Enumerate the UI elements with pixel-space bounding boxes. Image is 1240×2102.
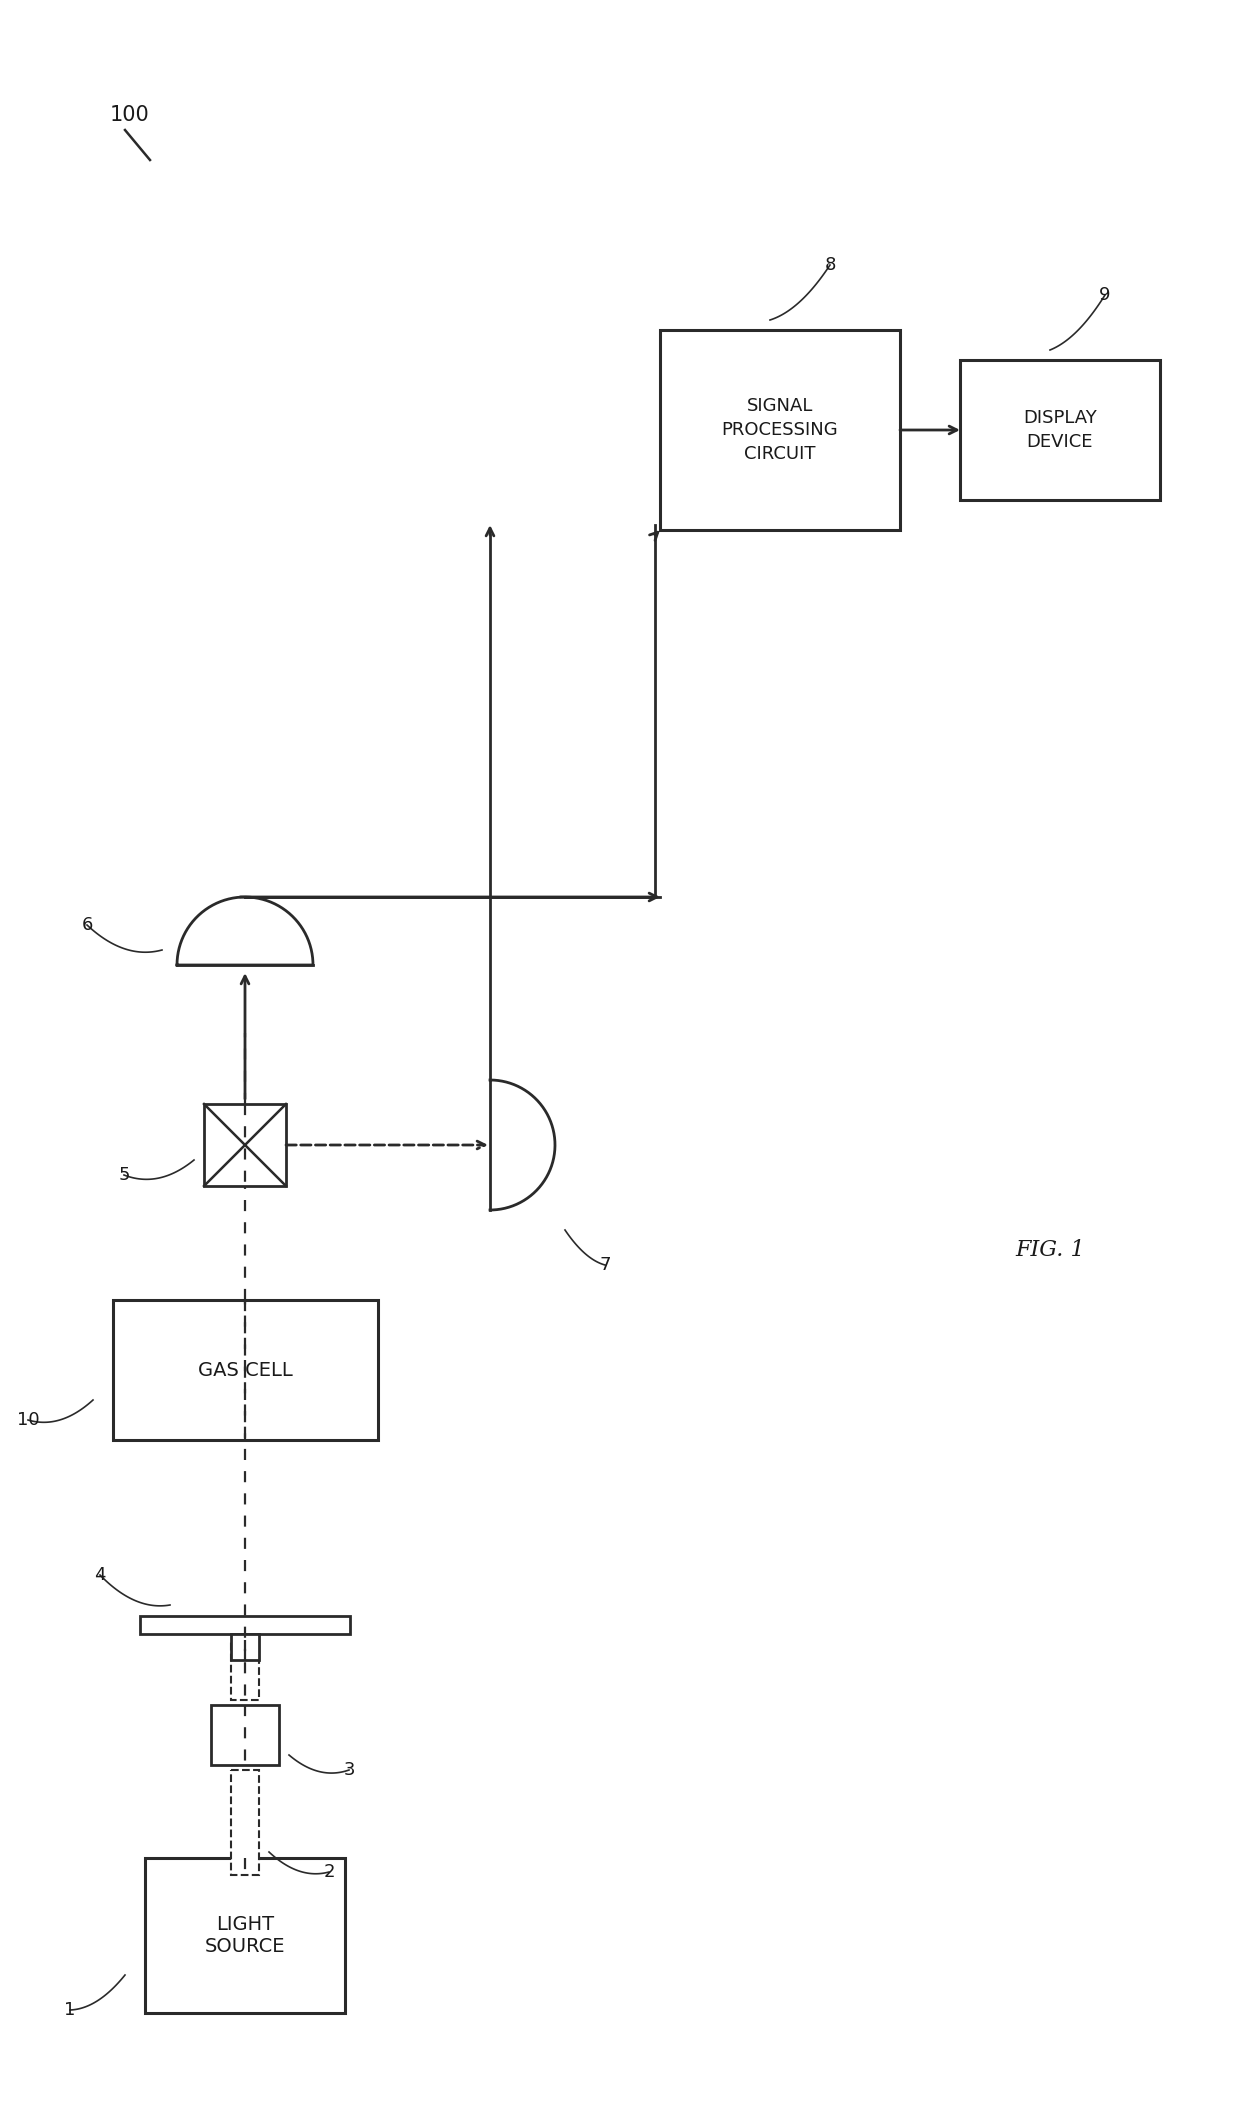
Bar <box>205 1104 286 1186</box>
Text: 9: 9 <box>1099 286 1111 305</box>
Bar <box>113 1299 377 1440</box>
Text: 6: 6 <box>82 916 93 933</box>
Bar <box>231 1640 259 1701</box>
Text: 8: 8 <box>825 256 836 273</box>
Bar <box>140 1616 350 1633</box>
Text: DISPLAY
DEVICE: DISPLAY DEVICE <box>1023 410 1097 450</box>
Text: 4: 4 <box>94 1566 105 1585</box>
Text: GAS CELL: GAS CELL <box>197 1360 293 1379</box>
Text: 3: 3 <box>343 1761 355 1778</box>
Text: 2: 2 <box>324 1862 335 1881</box>
Text: 5: 5 <box>118 1167 130 1183</box>
Text: FIG. 1: FIG. 1 <box>1016 1238 1085 1261</box>
Text: 10: 10 <box>16 1410 40 1429</box>
Text: 1: 1 <box>64 2001 76 2020</box>
Text: SIGNAL
PROCESSING
CIRCUIT: SIGNAL PROCESSING CIRCUIT <box>722 397 838 462</box>
Bar <box>145 1858 345 2012</box>
Bar <box>960 359 1159 500</box>
Text: 100: 100 <box>110 105 150 124</box>
Text: LIGHT
SOURCE: LIGHT SOURCE <box>205 1915 285 1955</box>
Bar <box>231 1633 259 1661</box>
Bar <box>660 330 900 530</box>
Bar <box>211 1705 279 1766</box>
Bar <box>231 1770 259 1875</box>
Text: 7: 7 <box>599 1257 611 1274</box>
